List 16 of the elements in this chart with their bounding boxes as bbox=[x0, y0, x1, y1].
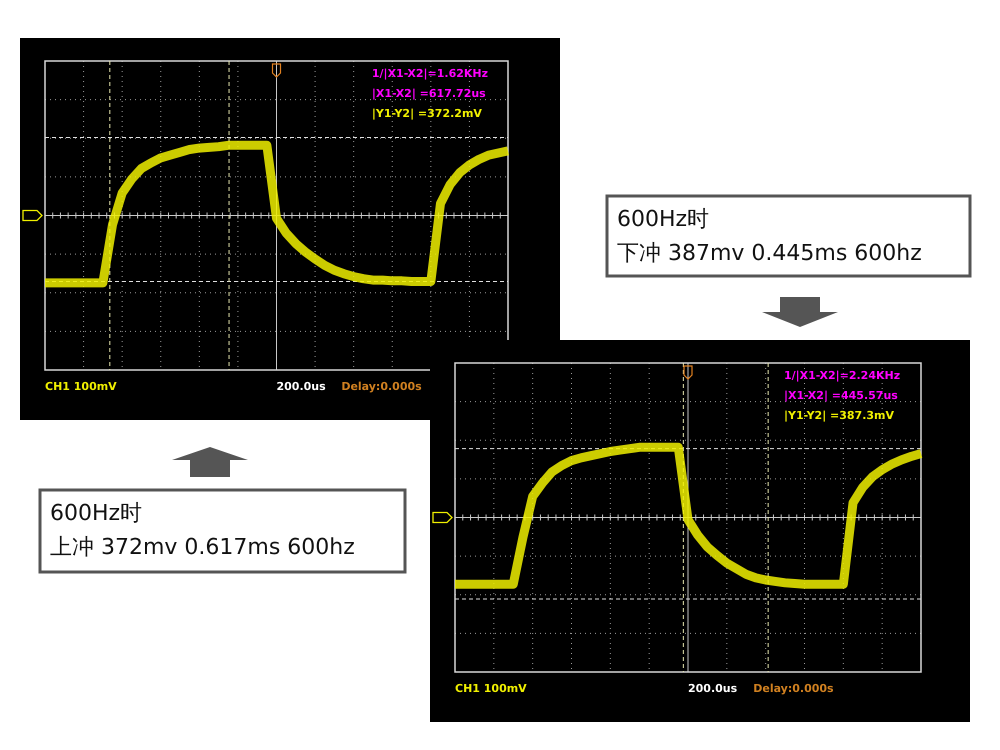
text: 200.0us bbox=[688, 682, 738, 696]
text: 200.0us bbox=[276, 380, 326, 394]
text: |Y1-Y2| =372.2mV bbox=[372, 107, 482, 120]
text: 1/|X1-X2|=2.24KHz bbox=[784, 369, 900, 382]
text: |Y1-Y2| =387.3mV bbox=[784, 409, 895, 422]
chart-title: 600Hz时 bbox=[617, 207, 710, 232]
text: CH1 100mV bbox=[455, 682, 528, 696]
text: CH1 100mV bbox=[45, 380, 118, 394]
text: 1/|X1-X2|=1.62KHz bbox=[372, 67, 488, 80]
text: 上冲 372mv 0.617ms 600hz bbox=[50, 535, 355, 560]
text: Delay:0.000s bbox=[341, 380, 422, 394]
text: |X1-X2| =445.57us bbox=[784, 389, 898, 402]
text: Delay:0.000s bbox=[753, 682, 834, 696]
text: 600Hz时 bbox=[50, 501, 142, 526]
chart-subtitle: 下冲 387mv 0.445ms 600hz bbox=[617, 241, 922, 266]
text: |X1-X2| =617.72us bbox=[372, 87, 486, 100]
